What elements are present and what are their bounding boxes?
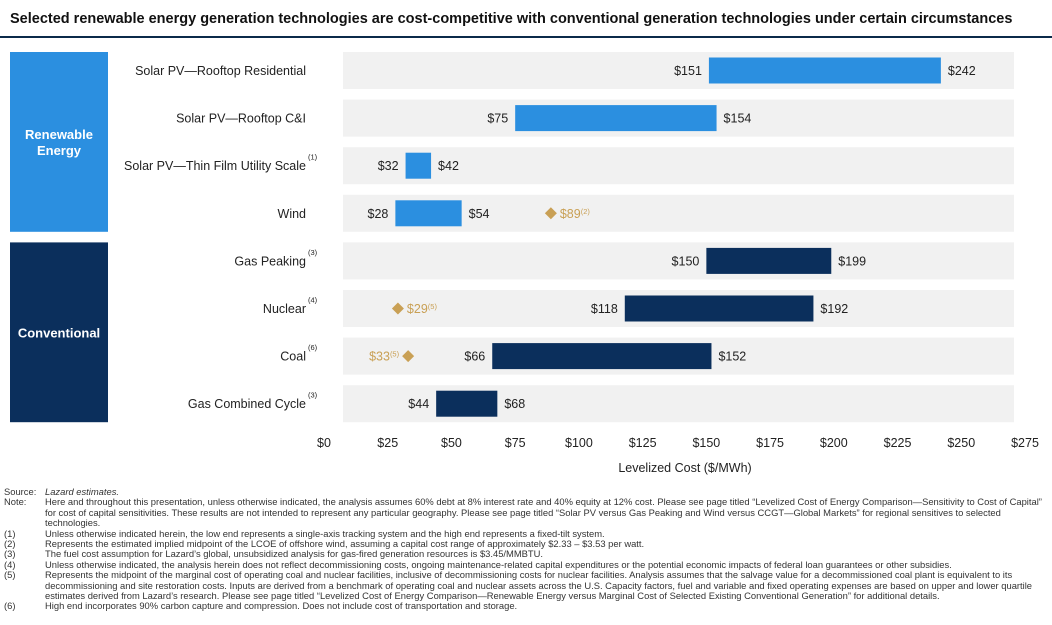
group-label: Conventional bbox=[18, 325, 100, 340]
category-label: Wind bbox=[278, 207, 307, 221]
marker-label: $29(5) bbox=[407, 302, 438, 316]
high-value-label: $152 bbox=[718, 350, 746, 364]
high-value-label: $154 bbox=[724, 112, 752, 126]
footnote-row: Note: Here and throughout this presentati… bbox=[4, 497, 1044, 528]
low-value-label: $66 bbox=[464, 350, 485, 364]
title-rule bbox=[0, 36, 1052, 38]
marker-diamond bbox=[402, 350, 415, 363]
category-note: (6) bbox=[308, 343, 318, 352]
category-note: (4) bbox=[308, 296, 318, 305]
high-value-label: $42 bbox=[438, 159, 459, 173]
x-tick-label: $25 bbox=[377, 436, 398, 450]
marker-diamond bbox=[544, 207, 557, 220]
category-note: (3) bbox=[308, 391, 318, 400]
category-label: Nuclear bbox=[263, 302, 306, 316]
footnote-key: (3) bbox=[4, 548, 16, 560]
category-label: Coal bbox=[280, 350, 306, 364]
footnote-text: The fuel cost assumption for Lazard’s gl… bbox=[45, 548, 543, 560]
range-bar bbox=[515, 105, 717, 132]
row-background bbox=[343, 242, 1014, 280]
marker-value: $29 bbox=[407, 302, 428, 316]
footnote-key: Note: bbox=[4, 496, 27, 508]
source-label: Source: bbox=[4, 486, 37, 497]
footnote-row: (5) Represents the midpoint of the margin… bbox=[4, 570, 1044, 601]
source-row: Source: Lazard estimates. bbox=[4, 486, 1044, 497]
low-value-label: $44 bbox=[408, 397, 429, 411]
category-label: Gas Peaking bbox=[234, 254, 306, 268]
marker-value: $89 bbox=[560, 207, 581, 221]
page-title: Selected renewable energy generation tec… bbox=[10, 11, 1013, 27]
footnote-text: Represents the midpoint of the marginal … bbox=[45, 569, 1033, 602]
range-bar bbox=[395, 200, 462, 227]
range-bar bbox=[492, 343, 712, 370]
row-background bbox=[343, 147, 1014, 185]
marker-label: $33(5) bbox=[369, 350, 400, 364]
footnote-text: Here and throughout this presentation, u… bbox=[45, 496, 1042, 529]
marker-value: $33 bbox=[369, 350, 390, 364]
group-label: Renewable bbox=[25, 127, 93, 142]
range-bar bbox=[624, 295, 814, 322]
x-tick-label: $200 bbox=[820, 436, 848, 450]
footnote-text: Unless otherwise indicated herein, the l… bbox=[45, 527, 605, 539]
x-tick-label: $175 bbox=[756, 436, 784, 450]
low-value-label: $28 bbox=[368, 207, 389, 221]
low-value-label: $151 bbox=[674, 64, 702, 78]
high-value-label: $68 bbox=[504, 397, 525, 411]
footnotes: Source: Lazard estimates. Note: Here and … bbox=[4, 486, 1044, 612]
x-tick-label: $100 bbox=[565, 436, 593, 450]
footnote-row: (4) Unless otherwise indicated, the analy… bbox=[4, 558, 1044, 570]
marker-note: (5) bbox=[390, 350, 400, 359]
footnote-row: (1) Unless otherwise indicated herein, th… bbox=[4, 527, 1044, 539]
group-box bbox=[10, 242, 108, 423]
range-bar bbox=[706, 247, 832, 274]
footnote-row: (2) Represents the estimated implied midp… bbox=[4, 538, 1044, 550]
high-value-label: $242 bbox=[948, 64, 976, 78]
x-tick-label: $150 bbox=[692, 436, 720, 450]
group-label: Energy bbox=[37, 143, 82, 158]
x-axis-label: Levelized Cost ($/MWh) bbox=[618, 461, 751, 475]
category-note: (1) bbox=[308, 153, 318, 162]
footnote-key: (1) bbox=[4, 527, 16, 539]
x-tick-label: $250 bbox=[947, 436, 975, 450]
x-tick-label: $50 bbox=[441, 436, 462, 450]
category-note: (3) bbox=[308, 248, 318, 257]
marker-label: $89(2) bbox=[560, 207, 591, 221]
low-value-label: $118 bbox=[591, 302, 618, 316]
high-value-label: $54 bbox=[469, 207, 490, 221]
x-tick-label: $275 bbox=[1011, 436, 1039, 450]
category-label: Solar PV—Thin Film Utility Scale bbox=[124, 159, 306, 173]
footnote-key: (2) bbox=[4, 538, 16, 550]
group-box bbox=[10, 52, 108, 232]
footnote-row: (6) High end incorporates 90% carbon capt… bbox=[4, 600, 1044, 612]
footnote-row: (3) The fuel cost assumption for Lazard’s… bbox=[4, 548, 1044, 560]
category-label: Gas Combined Cycle bbox=[188, 397, 306, 411]
x-tick-label: $75 bbox=[505, 436, 526, 450]
low-value-label: $150 bbox=[672, 254, 700, 268]
footnote-key: (5) bbox=[4, 569, 16, 581]
footnote-key: (4) bbox=[4, 558, 16, 570]
range-bar bbox=[405, 152, 432, 179]
range-bar bbox=[436, 390, 498, 417]
range-bar bbox=[708, 57, 941, 84]
footnote-text: High end incorporates 90% carbon capture… bbox=[45, 600, 518, 612]
footnote-text: Unless otherwise indicated, the analysis… bbox=[45, 558, 952, 570]
x-tick-label: $225 bbox=[884, 436, 912, 450]
high-value-label: $192 bbox=[820, 302, 848, 316]
x-tick-label: $125 bbox=[629, 436, 657, 450]
footnote-key: (6) bbox=[4, 600, 16, 612]
category-label: Solar PV—Rooftop C&I bbox=[176, 112, 306, 126]
footnote-text: Represents the estimated implied midpoin… bbox=[45, 538, 645, 550]
source-text: Lazard estimates. bbox=[45, 486, 119, 497]
x-tick-label: $0 bbox=[317, 436, 331, 450]
marker-note: (2) bbox=[581, 207, 591, 216]
marker-note: (5) bbox=[428, 302, 438, 311]
marker-diamond bbox=[391, 302, 404, 315]
low-value-label: $75 bbox=[487, 112, 508, 126]
high-value-label: $199 bbox=[838, 254, 866, 268]
low-value-label: $32 bbox=[378, 159, 399, 173]
category-label: Solar PV—Rooftop Residential bbox=[135, 64, 306, 78]
